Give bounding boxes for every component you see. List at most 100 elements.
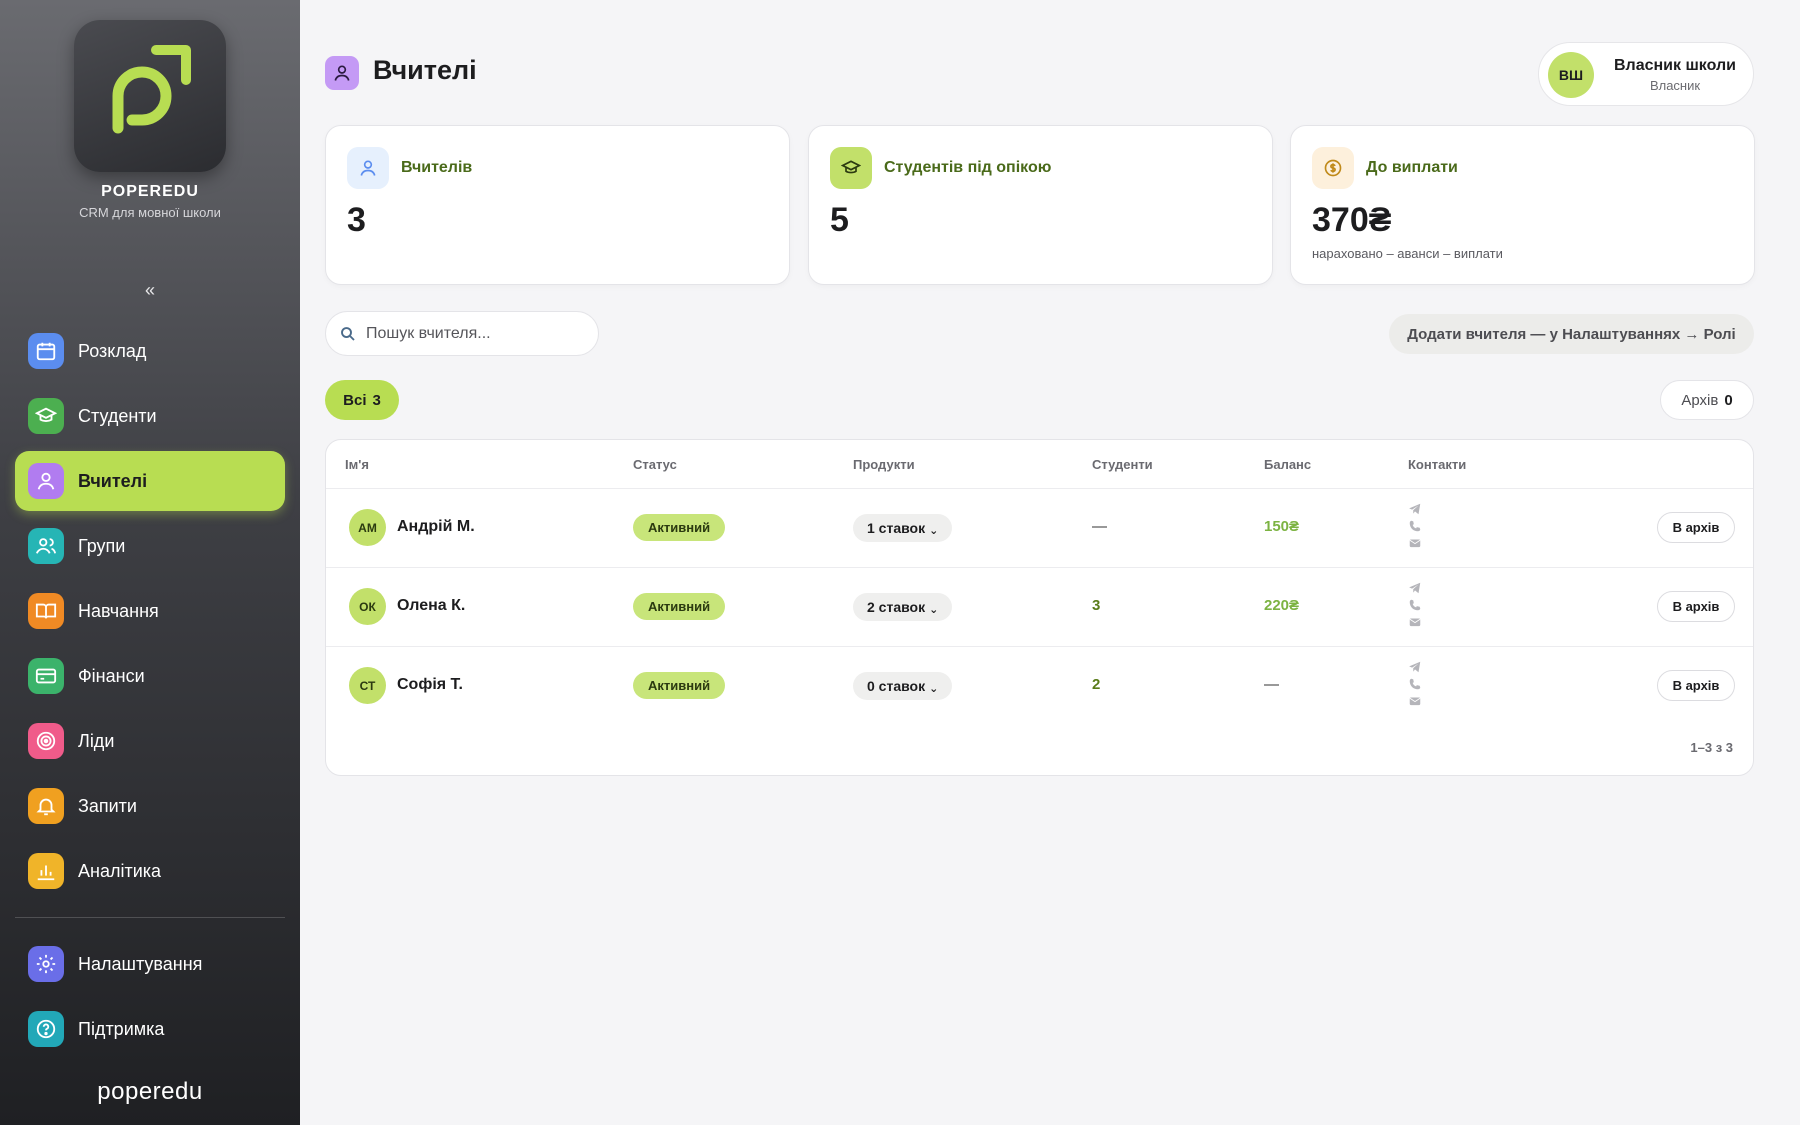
user-menu[interactable]: ВШ Власник школи Власник — [1538, 42, 1754, 106]
phone-icon[interactable] — [1408, 598, 1422, 612]
stat-value: 5 — [830, 201, 849, 239]
sidebar-item-finance[interactable]: Фінанси — [15, 646, 285, 706]
column-header-balance[interactable]: Баланс — [1264, 457, 1312, 472]
phone-icon[interactable] — [1408, 677, 1422, 691]
stat-label: Вчителів — [401, 159, 473, 176]
filter-all-label: Всі — [343, 391, 367, 409]
filter-archive-count: 0 — [1724, 391, 1733, 409]
avatar: АМ — [349, 509, 386, 546]
search-input[interactable] — [366, 312, 591, 355]
phone-icon[interactable] — [1408, 519, 1422, 533]
bell-icon — [28, 788, 64, 824]
column-header-contacts: Контакти — [1408, 457, 1467, 472]
column-header-students[interactable]: Студенти — [1092, 457, 1153, 472]
help-icon — [28, 1011, 64, 1047]
sidebar-item-label: Підтримка — [78, 1018, 165, 1039]
products-dropdown[interactable]: 1 ставок ⌄ — [853, 514, 953, 542]
filter-all-chip[interactable]: Всі 3 — [325, 380, 399, 420]
archive-button[interactable]: В архів — [1657, 670, 1735, 701]
sidebar-item-settings[interactable]: Налаштування — [15, 934, 285, 994]
products-label: 1 ставок — [867, 520, 926, 536]
status-badge: Активний — [633, 514, 726, 541]
balance-value: — — [1264, 676, 1279, 693]
sidebar-item-analytics[interactable]: Аналітика — [15, 841, 285, 901]
table-row[interactable]: ОК Олена К. Активний 2 ставок ⌄ 3 220₴ В… — [326, 568, 1753, 646]
stat-value: 3 — [347, 201, 366, 239]
sidebar-item-support[interactable]: Підтримка — [15, 999, 285, 1059]
products-dropdown[interactable]: 2 ставок ⌄ — [853, 593, 953, 621]
status-badge: Активний — [633, 672, 726, 699]
sidebar-item-label: Розклад — [78, 340, 147, 361]
sidebar-item-leads[interactable]: Ліди — [15, 711, 285, 771]
chevron-down-icon: ⌄ — [929, 603, 939, 616]
row-divider — [326, 567, 1753, 568]
sidebar-item-label: Налаштування — [78, 953, 203, 974]
contacts — [1408, 660, 1422, 708]
teachers-table: Ім'я Статус Продукти Студенти Баланс Кон… — [325, 439, 1754, 776]
stat-card-teachers: Вчителів 3 — [325, 125, 790, 285]
book-icon — [28, 593, 64, 629]
table-row[interactable]: СТ Софія Т. Активний 0 ставок ⌄ 2 — В ар… — [326, 647, 1753, 725]
sidebar-item-label: Групи — [78, 535, 126, 556]
sidebar-item-teachers[interactable]: Вчителі — [15, 451, 285, 511]
sidebar-item-label: Запити — [78, 795, 137, 816]
page-person-icon — [325, 56, 359, 90]
teacher-name[interactable]: Софія Т. — [397, 676, 463, 693]
archive-button[interactable]: В архів — [1657, 512, 1735, 543]
brand-name: POPEREDU — [101, 183, 199, 200]
telegram-icon[interactable] — [1408, 660, 1422, 674]
user-name: Власник школи — [1614, 57, 1736, 74]
person-icon — [28, 463, 64, 499]
archive-button[interactable]: В архів — [1657, 591, 1735, 622]
avatar: СТ — [349, 667, 386, 704]
column-header-name[interactable]: Ім'я — [345, 457, 369, 472]
sidebar-item-learning[interactable]: Навчання — [15, 581, 285, 641]
column-header-status[interactable]: Статус — [633, 457, 677, 472]
stat-label: Студентів під опікою — [884, 159, 1052, 176]
teacher-name[interactable]: Андрій М. — [397, 518, 475, 535]
filter-archive-chip[interactable]: Архів 0 — [1660, 380, 1754, 420]
students-count: — — [1092, 518, 1107, 535]
sidebar-item-groups[interactable]: Групи — [15, 516, 285, 576]
status-badge: Активний — [633, 593, 726, 620]
mail-icon[interactable] — [1408, 615, 1422, 629]
page-title: Вчителі — [373, 55, 477, 85]
avatar: ВШ — [1548, 52, 1594, 98]
stat-value: 370₴ — [1312, 201, 1392, 239]
stat-subtext: нараховано – аванси – виплати — [1312, 246, 1503, 261]
products-dropdown[interactable]: 0 ставок ⌄ — [853, 672, 953, 700]
target-icon — [28, 723, 64, 759]
sidebar-item-label: Аналітика — [78, 860, 162, 881]
collapse-sidebar-button[interactable]: « — [144, 280, 155, 300]
chevron-down-icon: ⌄ — [929, 682, 939, 695]
sidebar-item-schedule[interactable]: Розклад — [15, 321, 285, 381]
users-icon — [28, 528, 64, 564]
header-divider — [326, 488, 1753, 489]
stat-card-payout: До виплати 370₴ нараховано – аванси – ви… — [1290, 125, 1755, 285]
logo-mark-icon — [112, 45, 191, 134]
mail-icon[interactable] — [1408, 694, 1422, 708]
contacts — [1408, 502, 1422, 550]
sidebar-item-requests[interactable]: Запити — [15, 776, 285, 836]
calendar-icon — [28, 333, 64, 369]
chevron-down-icon: ⌄ — [929, 524, 939, 537]
filter-archive-label: Архів — [1681, 391, 1719, 409]
add-teacher-hint: Додати вчителя — у Налаштуваннях → Ролі — [1389, 314, 1754, 354]
telegram-icon[interactable] — [1408, 581, 1422, 595]
column-header-products[interactable]: Продукти — [853, 457, 915, 472]
search-icon — [339, 325, 357, 348]
avatar: ОК — [349, 588, 386, 625]
filter-all-count: 3 — [372, 391, 381, 409]
telegram-icon[interactable] — [1408, 502, 1422, 516]
brand-tagline: CRM для мовної школи — [79, 205, 221, 220]
graduation-cap-icon — [28, 398, 64, 434]
sidebar-item-students[interactable]: Студенти — [15, 386, 285, 446]
search-box[interactable] — [325, 311, 599, 356]
teacher-name[interactable]: Олена К. — [397, 597, 466, 614]
stat-card-students: Студентів під опікою 5 — [808, 125, 1273, 285]
table-row[interactable]: АМ Андрій М. Активний 1 ставок ⌄ — 150₴ … — [326, 489, 1753, 567]
app-logo — [74, 20, 226, 172]
mail-icon[interactable] — [1408, 536, 1422, 550]
sidebar-item-label: Студенти — [78, 405, 157, 426]
row-divider — [326, 646, 1753, 647]
